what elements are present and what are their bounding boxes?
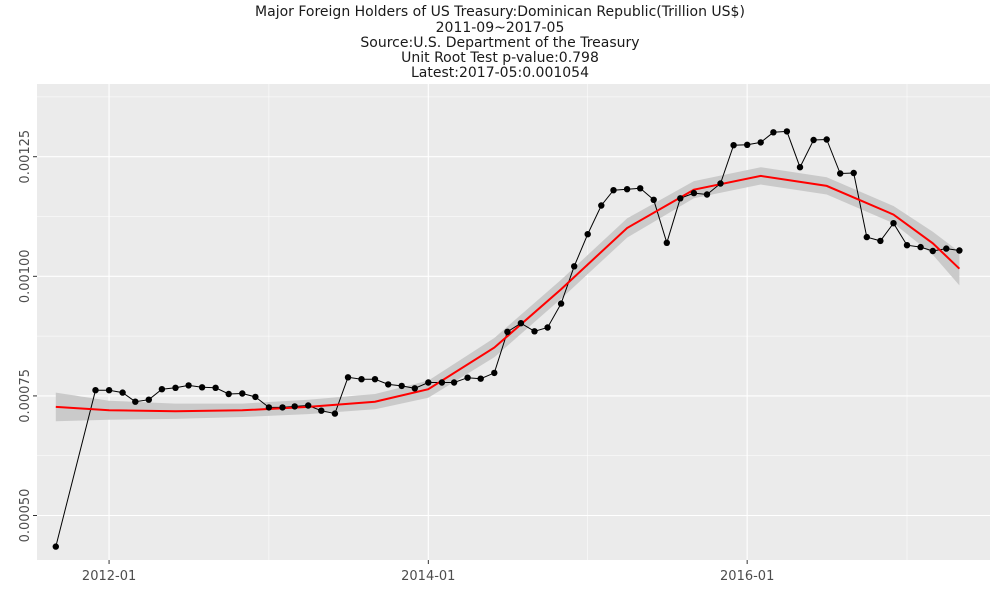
data-point bbox=[623, 186, 631, 193]
data-point bbox=[943, 245, 950, 252]
data-point bbox=[757, 139, 764, 146]
data-point bbox=[331, 410, 339, 417]
data-point bbox=[598, 202, 605, 209]
data-point bbox=[491, 369, 498, 377]
y-tick-label: 0.00100 bbox=[18, 249, 33, 303]
chart-title: Major Foreign Holders of US Treasury:Dom… bbox=[255, 4, 745, 20]
data-point bbox=[677, 195, 684, 202]
data-point bbox=[650, 196, 657, 203]
data-point bbox=[863, 233, 870, 241]
data-point bbox=[398, 382, 405, 390]
data-point bbox=[198, 384, 206, 391]
data-point bbox=[425, 379, 432, 386]
x-tick-label: 2016-01 bbox=[720, 569, 774, 584]
data-point bbox=[279, 404, 286, 411]
data-point bbox=[172, 384, 179, 391]
data-point bbox=[917, 243, 924, 251]
data-point bbox=[318, 407, 325, 414]
data-point bbox=[92, 387, 99, 394]
data-point bbox=[158, 386, 166, 393]
data-point bbox=[703, 191, 711, 198]
data-point bbox=[464, 374, 471, 381]
data-point bbox=[610, 187, 617, 194]
chart-unit-root-test: Unit Root Test p-value:0.798 bbox=[401, 50, 599, 66]
data-point bbox=[438, 379, 446, 386]
y-tick-label: 0.00075 bbox=[18, 369, 33, 423]
data-point bbox=[663, 239, 670, 246]
data-point bbox=[52, 543, 59, 550]
data-point bbox=[544, 324, 551, 331]
data-point bbox=[637, 185, 644, 192]
data-point bbox=[185, 382, 192, 389]
data-point bbox=[105, 387, 113, 394]
y-tick-label: 0.00125 bbox=[18, 130, 33, 184]
data-point bbox=[132, 398, 139, 405]
data-point bbox=[252, 393, 259, 401]
data-point bbox=[265, 404, 273, 411]
data-point bbox=[810, 136, 817, 144]
data-point bbox=[411, 385, 418, 392]
data-point bbox=[239, 390, 246, 397]
data-point bbox=[145, 396, 152, 403]
data-point bbox=[690, 189, 698, 197]
chart-source: Source:U.S. Department of the Treasury bbox=[360, 35, 640, 51]
data-point bbox=[796, 164, 804, 171]
data-point bbox=[119, 389, 126, 396]
data-point bbox=[903, 242, 911, 249]
chart-latest-value: Latest:2017-05:0.001054 bbox=[411, 65, 589, 81]
data-point bbox=[212, 384, 219, 391]
data-point bbox=[956, 247, 963, 254]
data-point bbox=[890, 220, 897, 227]
data-point bbox=[291, 403, 298, 410]
data-point bbox=[504, 328, 511, 335]
data-point bbox=[344, 374, 352, 381]
data-point bbox=[571, 263, 578, 270]
data-point bbox=[225, 390, 232, 398]
data-point bbox=[850, 169, 857, 177]
data-point bbox=[371, 376, 379, 383]
data-point bbox=[385, 381, 392, 388]
data-point bbox=[929, 247, 936, 255]
data-point bbox=[783, 128, 791, 135]
data-point bbox=[517, 320, 525, 327]
data-point bbox=[837, 170, 844, 177]
data-point bbox=[770, 129, 777, 136]
data-point bbox=[877, 237, 884, 245]
data-point bbox=[450, 379, 458, 386]
data-point bbox=[305, 402, 312, 409]
data-point bbox=[358, 376, 365, 383]
chart-date-range: 2011-09~2017-05 bbox=[435, 20, 565, 36]
data-point bbox=[557, 300, 565, 307]
data-point bbox=[584, 231, 591, 238]
x-tick-label: 2012-01 bbox=[82, 569, 136, 584]
data-point bbox=[717, 180, 724, 187]
data-point bbox=[823, 136, 830, 143]
data-point bbox=[730, 142, 737, 149]
data-point bbox=[744, 141, 751, 148]
x-tick-label: 2014-01 bbox=[401, 569, 455, 584]
smooth-trend-line bbox=[55, 174, 961, 413]
data-point bbox=[477, 375, 484, 382]
data-point bbox=[531, 328, 538, 335]
y-tick-label: 0.00050 bbox=[18, 489, 33, 543]
